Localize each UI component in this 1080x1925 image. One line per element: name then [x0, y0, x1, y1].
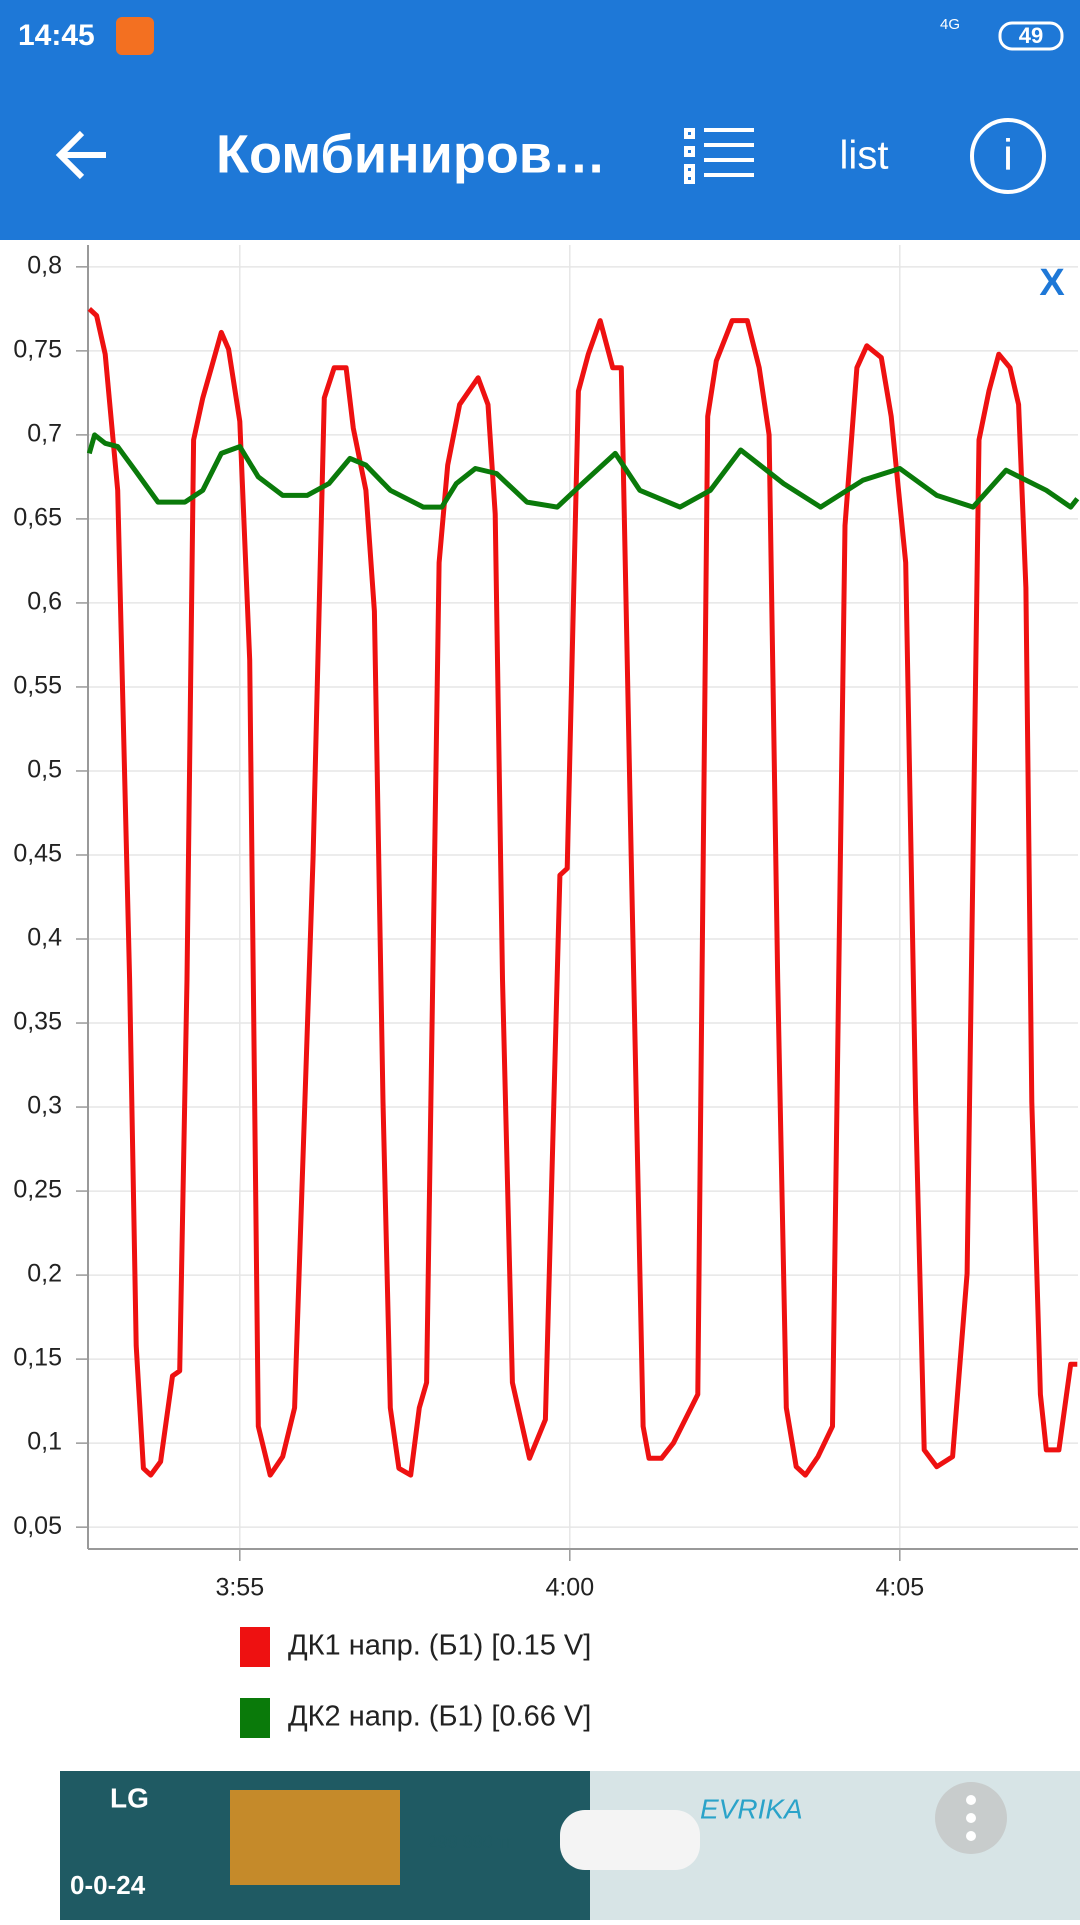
y-tick-label: 0,05 [13, 1512, 62, 1540]
series-line [86, 432, 1080, 510]
info-icon: i [1003, 131, 1013, 180]
status-icon [116, 17, 154, 55]
y-tick-label: 0,3 [27, 1092, 62, 1120]
ad-banner[interactable]: LG 0-0-24 299 990 тг EVRIKA [60, 1771, 1080, 1920]
ad-price: 299 990 тг [428, 1832, 513, 1852]
ad-store: EVRIKA [700, 1793, 803, 1824]
y-tick-label: 0,35 [13, 1008, 62, 1036]
ad-menu-dots [966, 1795, 976, 1841]
x-tick-label: 3:55 [215, 1574, 264, 1602]
y-tick-label: 0,45 [13, 840, 62, 868]
y-tick-label: 0,2 [27, 1260, 62, 1288]
info-button[interactable] [970, 118, 1046, 194]
y-tick-label: 0,8 [27, 251, 62, 279]
status-time: 14:45 [18, 19, 95, 52]
legend-label: ДК2 напр. (Б1) [0.66 V] [288, 1701, 591, 1733]
y-tick-label: 0,55 [13, 672, 62, 700]
back-button[interactable] [55, 130, 106, 180]
y-tick-label: 0,65 [13, 504, 62, 532]
ad-tv [230, 1790, 400, 1885]
x-tick-label: 4:00 [545, 1574, 594, 1602]
legend-swatch [240, 1627, 270, 1667]
app-header [0, 0, 1080, 240]
y-tick-label: 0,1 [27, 1428, 62, 1456]
y-tick-label: 0,7 [27, 419, 62, 447]
y-tick-label: 0,15 [13, 1344, 62, 1372]
battery [998, 21, 1064, 51]
x-tick-label: 4:05 [875, 1574, 924, 1602]
y-tick-label: 0,5 [27, 756, 62, 784]
y-tick-label: 0,25 [13, 1176, 62, 1204]
y-tick-label: 0,4 [27, 924, 62, 952]
close-button[interactable]: X [1039, 262, 1065, 304]
ad-phone: 0-0-24 [70, 1870, 146, 1900]
list-button[interactable]: list [840, 134, 889, 178]
status-network: 4G [940, 16, 960, 33]
y-tick-label: 0,6 [27, 588, 62, 616]
legend-label: ДК1 напр. (Б1) [0.15 V] [288, 1630, 591, 1662]
legend-swatch [240, 1698, 270, 1738]
list-icon[interactable] [684, 128, 754, 184]
ad-car [560, 1810, 700, 1870]
status-battery: 49 [1019, 23, 1043, 48]
series-line [87, 307, 1078, 1478]
app-title: Комбиниров… [216, 124, 606, 184]
ad-brand: LG [110, 1782, 149, 1813]
y-tick-label: 0,75 [13, 335, 62, 363]
